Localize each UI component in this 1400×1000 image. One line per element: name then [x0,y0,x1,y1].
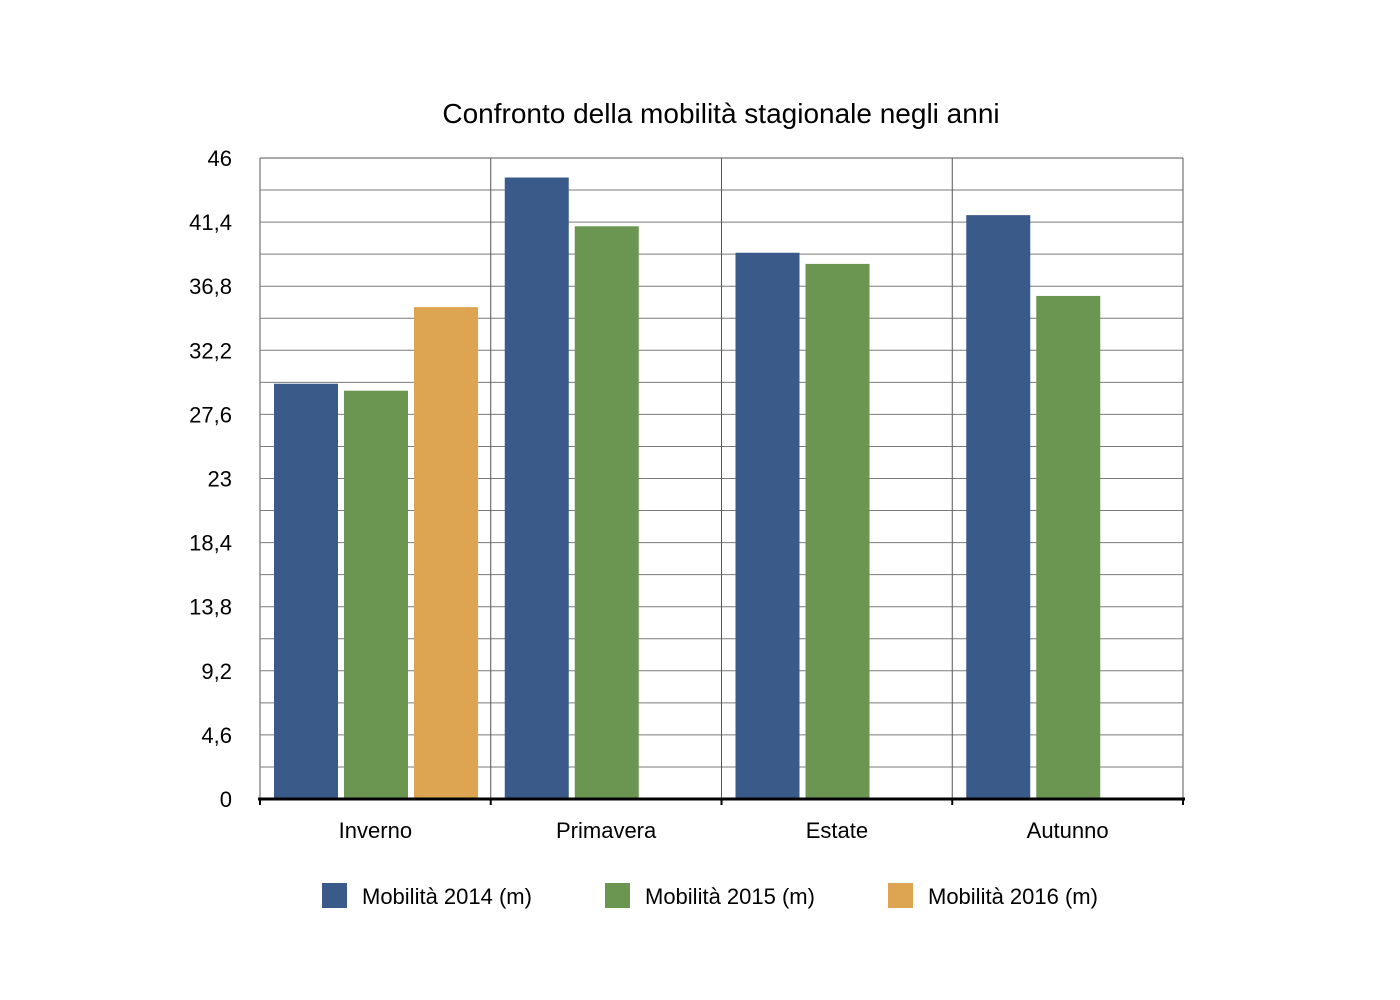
bar [574,226,639,799]
bar [966,215,1031,799]
category-labels: Inverno Primavera Estate Autunno [339,818,1109,843]
x-tick-label: Inverno [339,818,412,843]
bar [274,383,338,799]
legend-label: Mobilità 2015 (m) [645,884,815,909]
y-tick-label: 0 [220,787,232,812]
legend: Mobilità 2014 (m) Mobilità 2015 (m) Mobili… [322,883,1098,909]
x-tick-label: Estate [806,818,868,843]
bar [805,263,870,799]
y-tick-label: 9,2 [201,659,232,684]
bar [414,307,478,799]
bar [504,177,569,800]
y-tick-label: 18,4 [189,531,232,556]
y-tick-label: 4,6 [201,723,232,748]
legend-swatch [605,883,630,908]
y-tick-label: 13,8 [189,595,232,620]
legend-label: Mobilità 2014 (m) [362,884,532,909]
y-tick-label: 27,6 [189,402,232,427]
y-tick-label: 32,2 [189,338,232,363]
y-tick-label: 41,4 [189,210,232,235]
x-axis [258,797,1185,805]
x-tick-label: Autunno [1027,818,1109,843]
legend-swatch [888,883,913,908]
bar [344,390,408,799]
bar [735,252,800,799]
chart-title: Confronto della mobilità stagionale negl… [442,98,999,129]
y-tick-label: 23 [208,467,232,492]
y-axis-ticks: 0 4,6 9,2 13,8 18,4 23 27,6 32,2 36,8 41,4 46 [189,146,232,812]
legend-swatch [322,883,347,908]
bars [274,177,1101,800]
x-tick-label: Primavera [556,818,657,843]
y-tick-label: 46 [208,146,232,171]
bar [1036,295,1101,799]
legend-label: Mobilità 2016 (m) [928,884,1098,909]
y-tick-label: 36,8 [189,274,232,299]
